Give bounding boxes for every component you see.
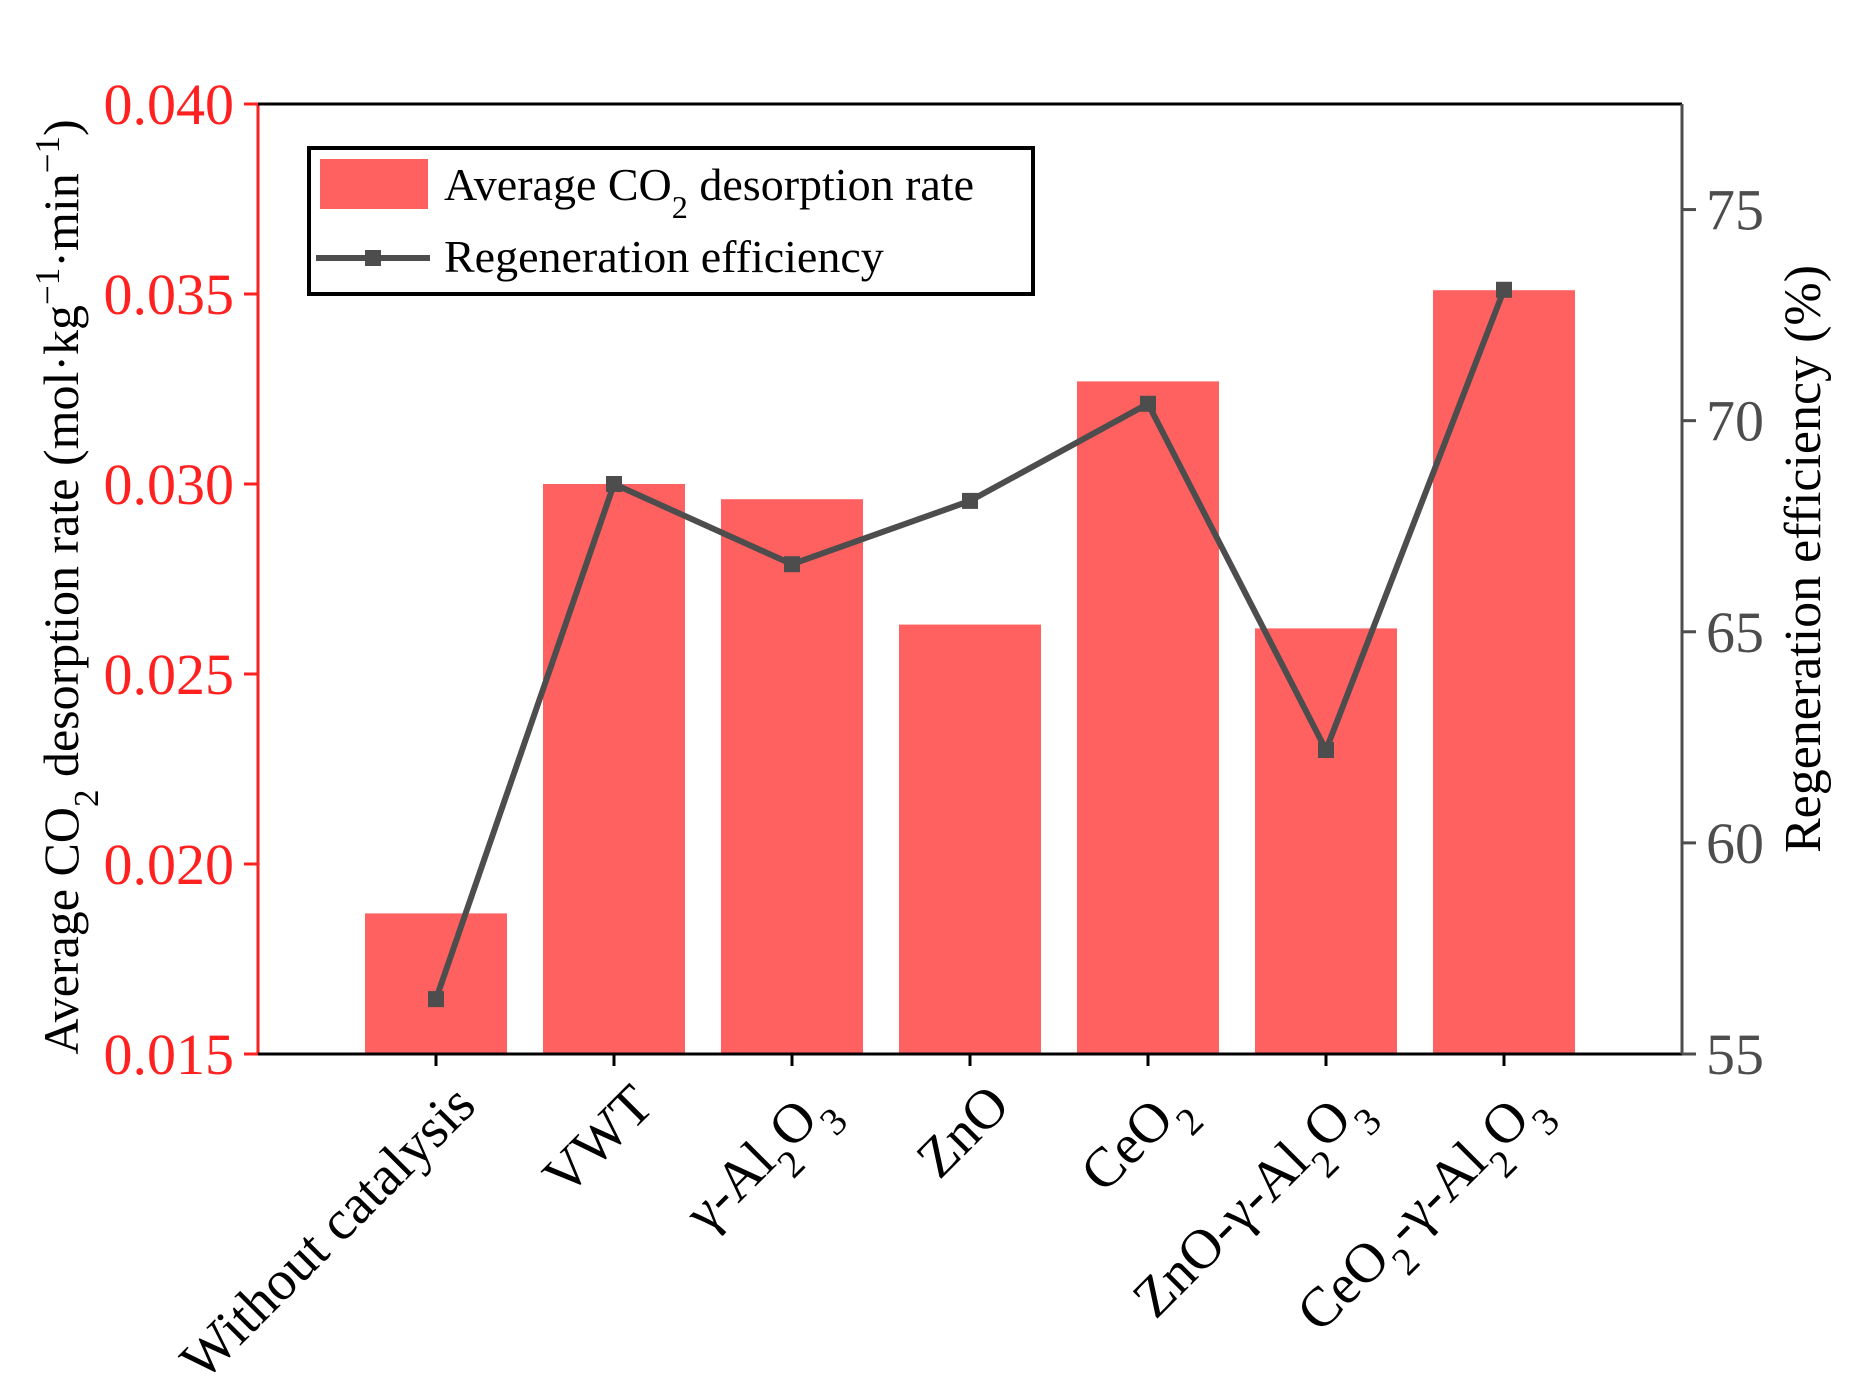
right-tick-label: 60	[1706, 811, 1764, 876]
bar-4	[899, 624, 1041, 1054]
line-marker-3	[784, 556, 800, 573]
ticks-group: 0.015 0.020 0.025 0.030 0.035 0.040 55 60 65 70 75	[104, 72, 1765, 1087]
bar-3	[721, 499, 863, 1054]
line-marker-5	[1140, 395, 1156, 412]
bar-2	[543, 484, 685, 1054]
bar-6	[1255, 628, 1397, 1054]
bar-5	[1077, 381, 1219, 1054]
line-marker-1	[428, 991, 444, 1008]
line-marker-4	[962, 492, 978, 509]
legend-line-marker	[365, 250, 381, 266]
right-tick-label: 65	[1706, 600, 1764, 665]
left-tick-label: 0.015	[104, 1022, 235, 1087]
left-tick-label: 0.030	[104, 452, 235, 517]
line-group	[428, 281, 1512, 1008]
left-tick-label: 0.035	[104, 262, 235, 327]
right-tick-label: 75	[1706, 178, 1764, 243]
left-axis-label: Average CO2 desorption rate (mol·kg−1·mi…	[28, 119, 106, 1054]
legend: Average CO2 desorption rate Regeneration …	[307, 146, 1035, 296]
bar-7	[1433, 290, 1575, 1054]
legend-bar-swatch	[320, 159, 428, 209]
legend-box	[307, 146, 1035, 296]
bar-1	[365, 913, 507, 1054]
left-tick-label: 0.040	[104, 72, 235, 137]
right-axis-label: Regeneration efficiency (%)	[1775, 265, 1832, 853]
line-marker-6	[1318, 742, 1334, 758]
legend-label-bar: Average CO2 desorption rate	[444, 159, 974, 225]
legend-label-line: Regeneration efficiency	[444, 231, 884, 282]
left-tick-label: 0.025	[104, 642, 235, 707]
left-tick-label: 0.020	[104, 832, 235, 897]
right-tick-label: 55	[1706, 1022, 1764, 1087]
right-tick-label: 70	[1706, 389, 1764, 454]
line-marker-7	[1496, 281, 1512, 298]
bar-group	[365, 290, 1575, 1054]
line-marker-2	[606, 476, 622, 492]
